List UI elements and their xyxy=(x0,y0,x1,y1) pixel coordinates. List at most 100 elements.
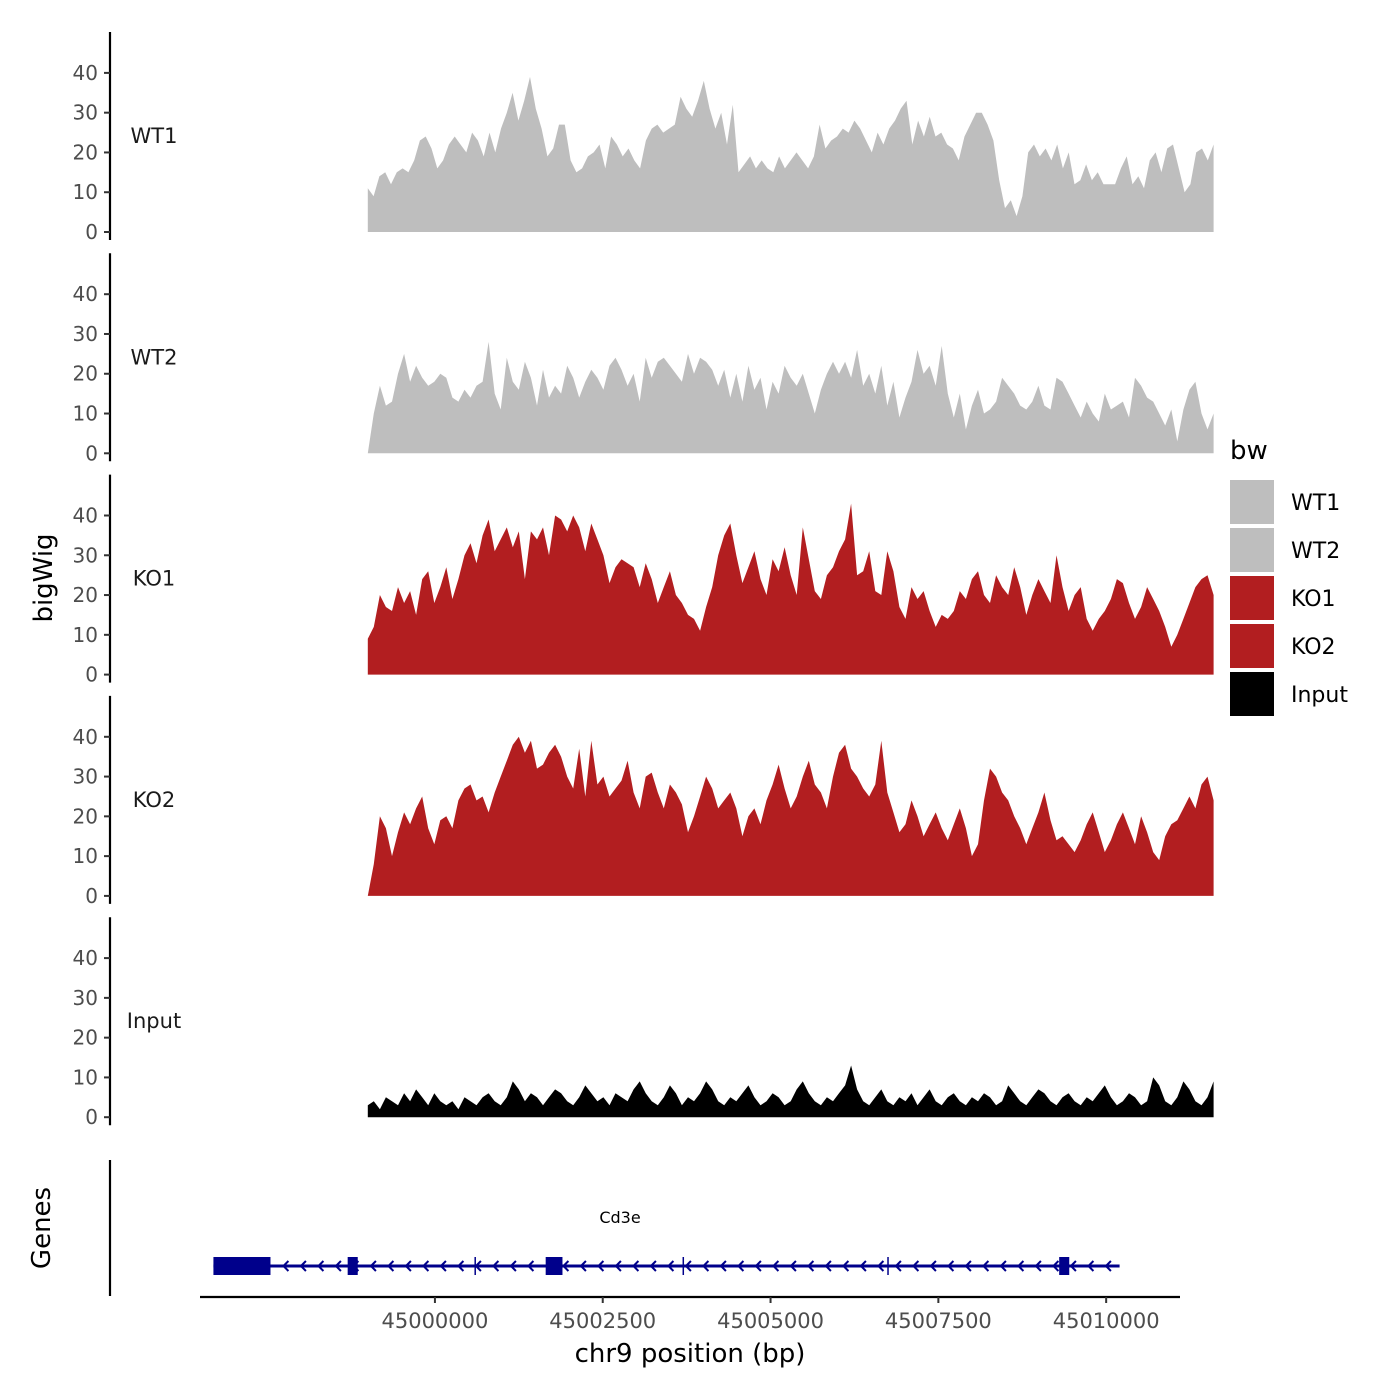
strand-arrow xyxy=(807,1260,815,1272)
strand-arrow xyxy=(492,1260,500,1272)
y-tick-label: 10 xyxy=(73,623,98,647)
gene-exon xyxy=(1059,1257,1070,1275)
strand-arrow xyxy=(1052,1260,1060,1272)
strand-arrow xyxy=(982,1260,990,1272)
x-tick-label: 45002500 xyxy=(549,1309,656,1333)
y-tick-label: 0 xyxy=(85,884,98,908)
track-name-ko2: KO2 xyxy=(133,788,176,812)
strand-arrow xyxy=(789,1260,797,1272)
y-tick-label: 30 xyxy=(73,543,98,567)
strand-arrow xyxy=(562,1260,570,1272)
strand-arrow xyxy=(684,1260,692,1272)
strand-arrow xyxy=(859,1260,867,1272)
y-tick-label: 30 xyxy=(73,765,98,789)
gene-exon xyxy=(545,1257,563,1275)
strand-arrow xyxy=(614,1260,622,1272)
strand-arrow xyxy=(964,1260,972,1272)
y-tick-label: 0 xyxy=(85,441,98,465)
strand-arrow xyxy=(842,1260,850,1272)
strand-arrow xyxy=(632,1260,640,1272)
y-tick-label: 10 xyxy=(73,1065,98,1089)
strand-arrow xyxy=(667,1260,675,1272)
y-tick-label: 40 xyxy=(73,725,98,749)
tracks-layer: 0 10 20 30 40 WT1 0 10 20 30 40 WT2 0 10 20 30 40 KO1 0 10 2… xyxy=(73,32,1214,1129)
y-tick-label: 0 xyxy=(85,1105,98,1129)
strand-arrow xyxy=(404,1260,412,1272)
track-name-wt2: WT2 xyxy=(131,345,178,369)
strand-arrow xyxy=(527,1260,535,1272)
y-tick-label: 20 xyxy=(73,362,98,386)
track-panel-input: 0 10 20 30 40 Input xyxy=(73,917,1214,1129)
strand-arrow xyxy=(947,1260,955,1272)
y-axis-title: bigWig xyxy=(29,533,59,622)
y-tick-label: 40 xyxy=(73,61,98,85)
y-tick-label: 40 xyxy=(73,946,98,970)
y-tick-label: 0 xyxy=(85,663,98,687)
x-tick-label: 45000000 xyxy=(381,1309,488,1333)
coverage-area-wt2 xyxy=(367,341,1214,454)
legend-label-wt1: WT1 xyxy=(1291,491,1340,516)
y-tick-label: 0 xyxy=(85,220,98,244)
strand-arrow xyxy=(1087,1260,1095,1272)
y-tick-label: 20 xyxy=(73,140,98,164)
legend-label-ko2: KO2 xyxy=(1291,635,1336,660)
legend-swatch-ko2 xyxy=(1230,624,1274,668)
strand-arrow xyxy=(369,1260,377,1272)
strand-arrow xyxy=(1034,1260,1042,1272)
strand-arrow xyxy=(824,1260,832,1272)
strand-arrow xyxy=(1017,1260,1025,1272)
strand-arrow xyxy=(299,1260,307,1272)
strand-arrow xyxy=(439,1260,447,1272)
y-tick-label: 30 xyxy=(73,322,98,346)
y-tick-label: 30 xyxy=(73,986,98,1010)
legend-label-input: Input xyxy=(1291,683,1348,708)
track-panel-wt2: 0 10 20 30 40 WT2 xyxy=(73,253,1214,465)
strand-arrow xyxy=(282,1260,290,1272)
track-name-input: Input xyxy=(127,1009,181,1033)
strand-arrow xyxy=(649,1260,657,1272)
gene-exon xyxy=(213,1257,271,1275)
gene-exon xyxy=(347,1257,358,1275)
strand-arrow xyxy=(772,1260,780,1272)
strand-arrow xyxy=(597,1260,605,1272)
strand-arrow xyxy=(317,1260,325,1272)
coverage-area-input xyxy=(367,1065,1214,1118)
strand-arrow xyxy=(1104,1260,1112,1272)
x-tick-label: 45005000 xyxy=(717,1309,824,1333)
legend-swatch-ko1 xyxy=(1230,576,1274,620)
track-panel-ko2: 0 10 20 30 40 KO2 xyxy=(73,695,1214,908)
y-tick-label: 20 xyxy=(73,804,98,828)
strand-arrow xyxy=(877,1260,885,1272)
legend-label-ko1: KO1 xyxy=(1291,587,1336,612)
strand-arrow xyxy=(334,1260,342,1272)
strand-arrow xyxy=(754,1260,762,1272)
x-tick-label: 45007500 xyxy=(885,1309,992,1333)
y-tick-label: 40 xyxy=(73,503,98,527)
strand-arrow xyxy=(579,1260,587,1272)
legend-label-wt2: WT2 xyxy=(1291,539,1340,564)
strand-arrow xyxy=(457,1260,465,1272)
y-tick-label: 10 xyxy=(73,180,98,204)
x-axis: chr9 position (bp) 45000000 45002500 45005… xyxy=(200,1295,1180,1369)
y-axis-label: bigWig xyxy=(29,533,59,622)
strand-arrow xyxy=(912,1260,920,1272)
y-tick-label: 30 xyxy=(73,101,98,125)
legend-swatch-wt1 xyxy=(1230,480,1274,524)
strand-arrow xyxy=(702,1260,710,1272)
x-axis-label: chr9 position (bp) xyxy=(575,1339,806,1369)
legend-swatch-input xyxy=(1230,672,1274,716)
y-tick-label: 20 xyxy=(73,583,98,607)
coverage-area-wt1 xyxy=(367,76,1214,233)
coverage-area-ko2 xyxy=(367,736,1214,896)
y-tick-label: 10 xyxy=(73,402,98,426)
coverage-area-ko1 xyxy=(367,503,1214,675)
y-tick-label: 10 xyxy=(73,844,98,868)
strand-arrow xyxy=(387,1260,395,1272)
strand-arrow xyxy=(1069,1260,1077,1272)
genes-panel: Genes Cd3e xyxy=(27,1160,1120,1296)
y-tick-label: 20 xyxy=(73,1026,98,1050)
track-name-ko1: KO1 xyxy=(133,567,176,591)
strand-arrow xyxy=(422,1260,430,1272)
gene-name-label: Cd3e xyxy=(599,1208,640,1227)
